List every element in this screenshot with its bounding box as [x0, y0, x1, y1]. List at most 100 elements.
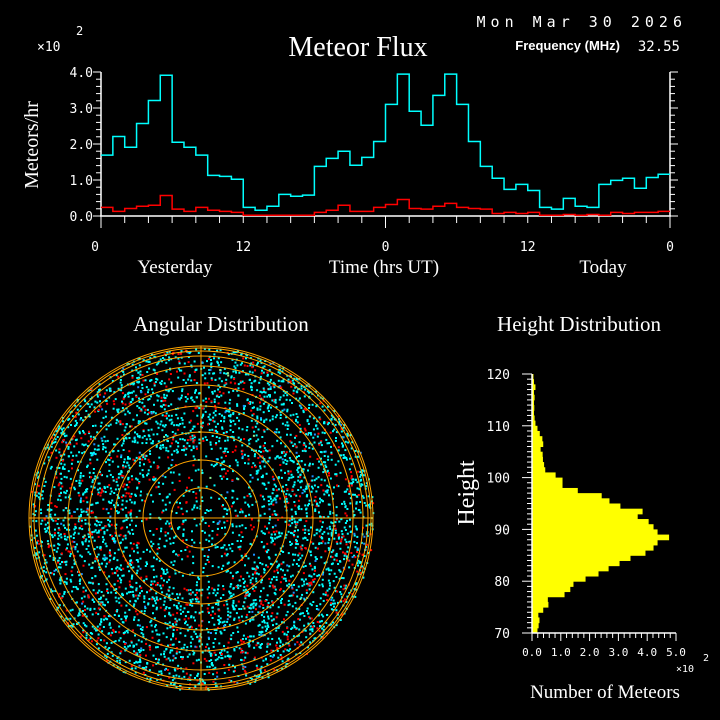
- polar-point: [71, 574, 74, 577]
- polar-point: [202, 439, 205, 442]
- polar-point: [104, 645, 107, 648]
- polar-point: [80, 417, 83, 419]
- polar-point: [54, 438, 57, 441]
- polar-point: [79, 474, 82, 477]
- polar-point: [89, 553, 92, 556]
- polar-point: [249, 581, 252, 584]
- polar-point: [274, 553, 277, 556]
- polar-point: [288, 594, 291, 597]
- polar-point: [216, 546, 219, 548]
- polar-point: [338, 560, 341, 563]
- polar-point: [52, 441, 55, 444]
- polar-point: [246, 398, 249, 401]
- polar-point: [352, 515, 355, 518]
- polar-point: [153, 597, 155, 600]
- height-y-tick-label: 80: [494, 575, 510, 590]
- height-bar: [532, 399, 535, 406]
- polar-point: [263, 421, 266, 423]
- polar-point: [261, 474, 264, 477]
- polar-point: [288, 519, 291, 522]
- polar-point: [93, 600, 96, 603]
- polar-point: [175, 652, 178, 655]
- polar-point: [139, 420, 141, 423]
- polar-point: [135, 477, 138, 480]
- polar-point: [285, 484, 288, 486]
- polar-point: [347, 441, 350, 444]
- polar-point: [226, 372, 229, 375]
- polar-point: [307, 529, 310, 532]
- polar-point: [62, 466, 65, 469]
- polar-point: [197, 672, 200, 675]
- polar-point: [206, 643, 209, 646]
- polar-point: [45, 561, 48, 564]
- polar-point: [241, 370, 244, 373]
- polar-point: [117, 387, 120, 390]
- polar-point: [290, 473, 293, 476]
- polar-point: [248, 644, 251, 647]
- polar-point: [172, 587, 175, 590]
- polar-point: [214, 425, 217, 428]
- polar-point: [290, 531, 292, 534]
- polar-point: [272, 540, 274, 542]
- polar-point: [317, 608, 320, 611]
- polar-point: [262, 587, 265, 590]
- polar-point: [131, 376, 134, 379]
- polar-point: [340, 540, 343, 543]
- polar-point: [279, 396, 282, 399]
- polar-point: [334, 423, 337, 426]
- polar-point: [269, 515, 271, 518]
- polar-point: [61, 485, 64, 488]
- polar-point: [269, 394, 271, 397]
- polar-point: [243, 669, 246, 672]
- polar-point: [79, 418, 82, 421]
- polar-point: [367, 504, 370, 507]
- polar-point: [255, 567, 258, 570]
- polar-point: [312, 591, 315, 594]
- polar-point: [254, 599, 257, 601]
- polar-point: [220, 394, 223, 397]
- polar-point: [335, 473, 338, 476]
- polar-point: [231, 435, 234, 438]
- polar-point: [275, 644, 278, 647]
- polar-point: [139, 461, 141, 464]
- polar-point: [308, 533, 310, 535]
- polar-point: [43, 485, 46, 487]
- polar-point: [166, 684, 169, 687]
- polar-point: [83, 595, 86, 598]
- polar-point: [151, 442, 154, 445]
- polar-point: [114, 596, 117, 599]
- polar-point: [267, 626, 270, 628]
- polar-point: [133, 618, 135, 621]
- polar-point: [83, 534, 86, 537]
- polar-point: [264, 391, 267, 394]
- polar-point: [308, 502, 310, 505]
- polar-point: [108, 387, 111, 390]
- polar-point: [146, 677, 149, 680]
- polar-point: [317, 476, 320, 479]
- polar-point: [293, 559, 296, 562]
- polar-point: [300, 460, 303, 463]
- polar-point: [119, 637, 122, 640]
- polar-point: [240, 508, 243, 511]
- polar-point: [215, 436, 218, 438]
- polar-point: [72, 537, 75, 539]
- polar-point: [270, 615, 273, 618]
- polar-point: [182, 534, 185, 537]
- polar-point: [163, 353, 166, 356]
- polar-point: [45, 515, 48, 518]
- polar-point: [184, 519, 187, 522]
- polar-point: [186, 397, 189, 400]
- polar-point: [295, 607, 298, 610]
- polar-point: [320, 444, 323, 447]
- polar-point: [368, 523, 371, 526]
- polar-point: [261, 579, 263, 581]
- polar-point: [162, 446, 165, 449]
- polar-point: [166, 581, 169, 584]
- polar-point: [154, 477, 157, 480]
- polar-point: [302, 528, 305, 531]
- polar-point: [158, 537, 161, 540]
- polar-point: [159, 606, 162, 609]
- polar-point: [61, 561, 63, 563]
- height-x-tick-label: 2.0: [580, 646, 600, 659]
- polar-point: [67, 455, 70, 458]
